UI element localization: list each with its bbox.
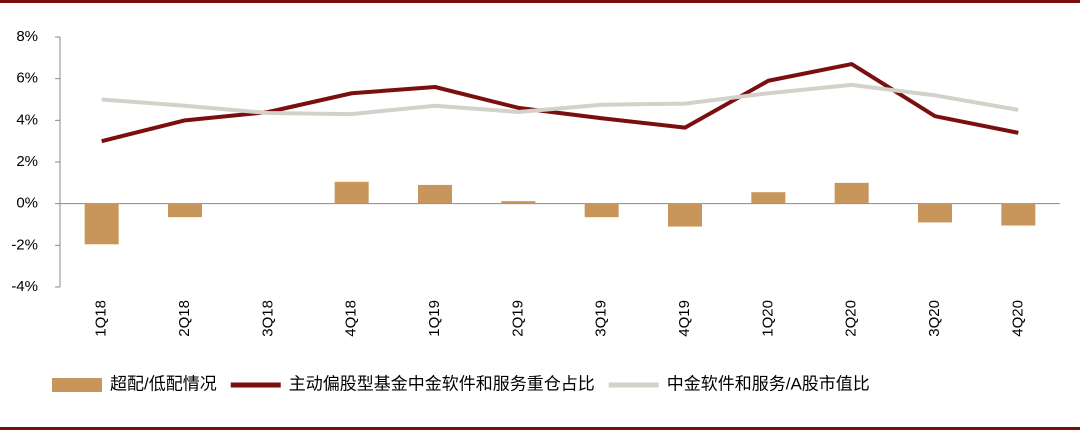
bar — [418, 184, 452, 204]
bar — [168, 203, 202, 218]
bar — [918, 203, 952, 223]
y-tick-label: 8% — [16, 28, 38, 45]
x-tick-label: 3Q18 — [259, 300, 276, 337]
line — [101, 62, 1019, 144]
legend-swatch — [52, 378, 102, 392]
line — [101, 82, 1019, 117]
legend-label: 超配/低配情况 — [110, 374, 217, 393]
y-tick-label: 6% — [16, 70, 38, 87]
x-tick-label: 2Q19 — [509, 300, 526, 337]
y-tick-label: -4% — [11, 278, 38, 295]
legend-label: 中金软件和服务/A股市值比 — [667, 374, 870, 393]
y-tick-label: -2% — [11, 236, 38, 253]
x-tick-label: 4Q20 — [1009, 300, 1026, 337]
bar — [334, 181, 369, 204]
x-tick-label: 2Q18 — [176, 300, 193, 337]
bar — [84, 203, 119, 245]
y-tick-label: 2% — [16, 153, 38, 170]
bar — [668, 203, 702, 227]
x-tick-label: 4Q18 — [343, 300, 360, 337]
x-tick-label: 1Q20 — [759, 300, 776, 337]
x-tick-label: 3Q20 — [926, 300, 943, 337]
bar — [584, 203, 619, 218]
y-tick-label: 0% — [16, 195, 38, 212]
bar — [751, 192, 786, 204]
bar — [1001, 203, 1036, 226]
x-tick-label: 2Q20 — [843, 300, 860, 337]
x-tick-label: 1Q18 — [93, 300, 110, 337]
y-tick-label: 4% — [16, 111, 38, 128]
x-tick-label: 4Q19 — [676, 300, 693, 337]
x-tick-label: 3Q19 — [593, 300, 610, 337]
bar — [834, 182, 869, 204]
x-tick-label: 1Q19 — [426, 300, 443, 337]
legend-label: 主动偏股型基金中金软件和服务重仓占比 — [289, 374, 595, 393]
bar — [501, 201, 536, 204]
